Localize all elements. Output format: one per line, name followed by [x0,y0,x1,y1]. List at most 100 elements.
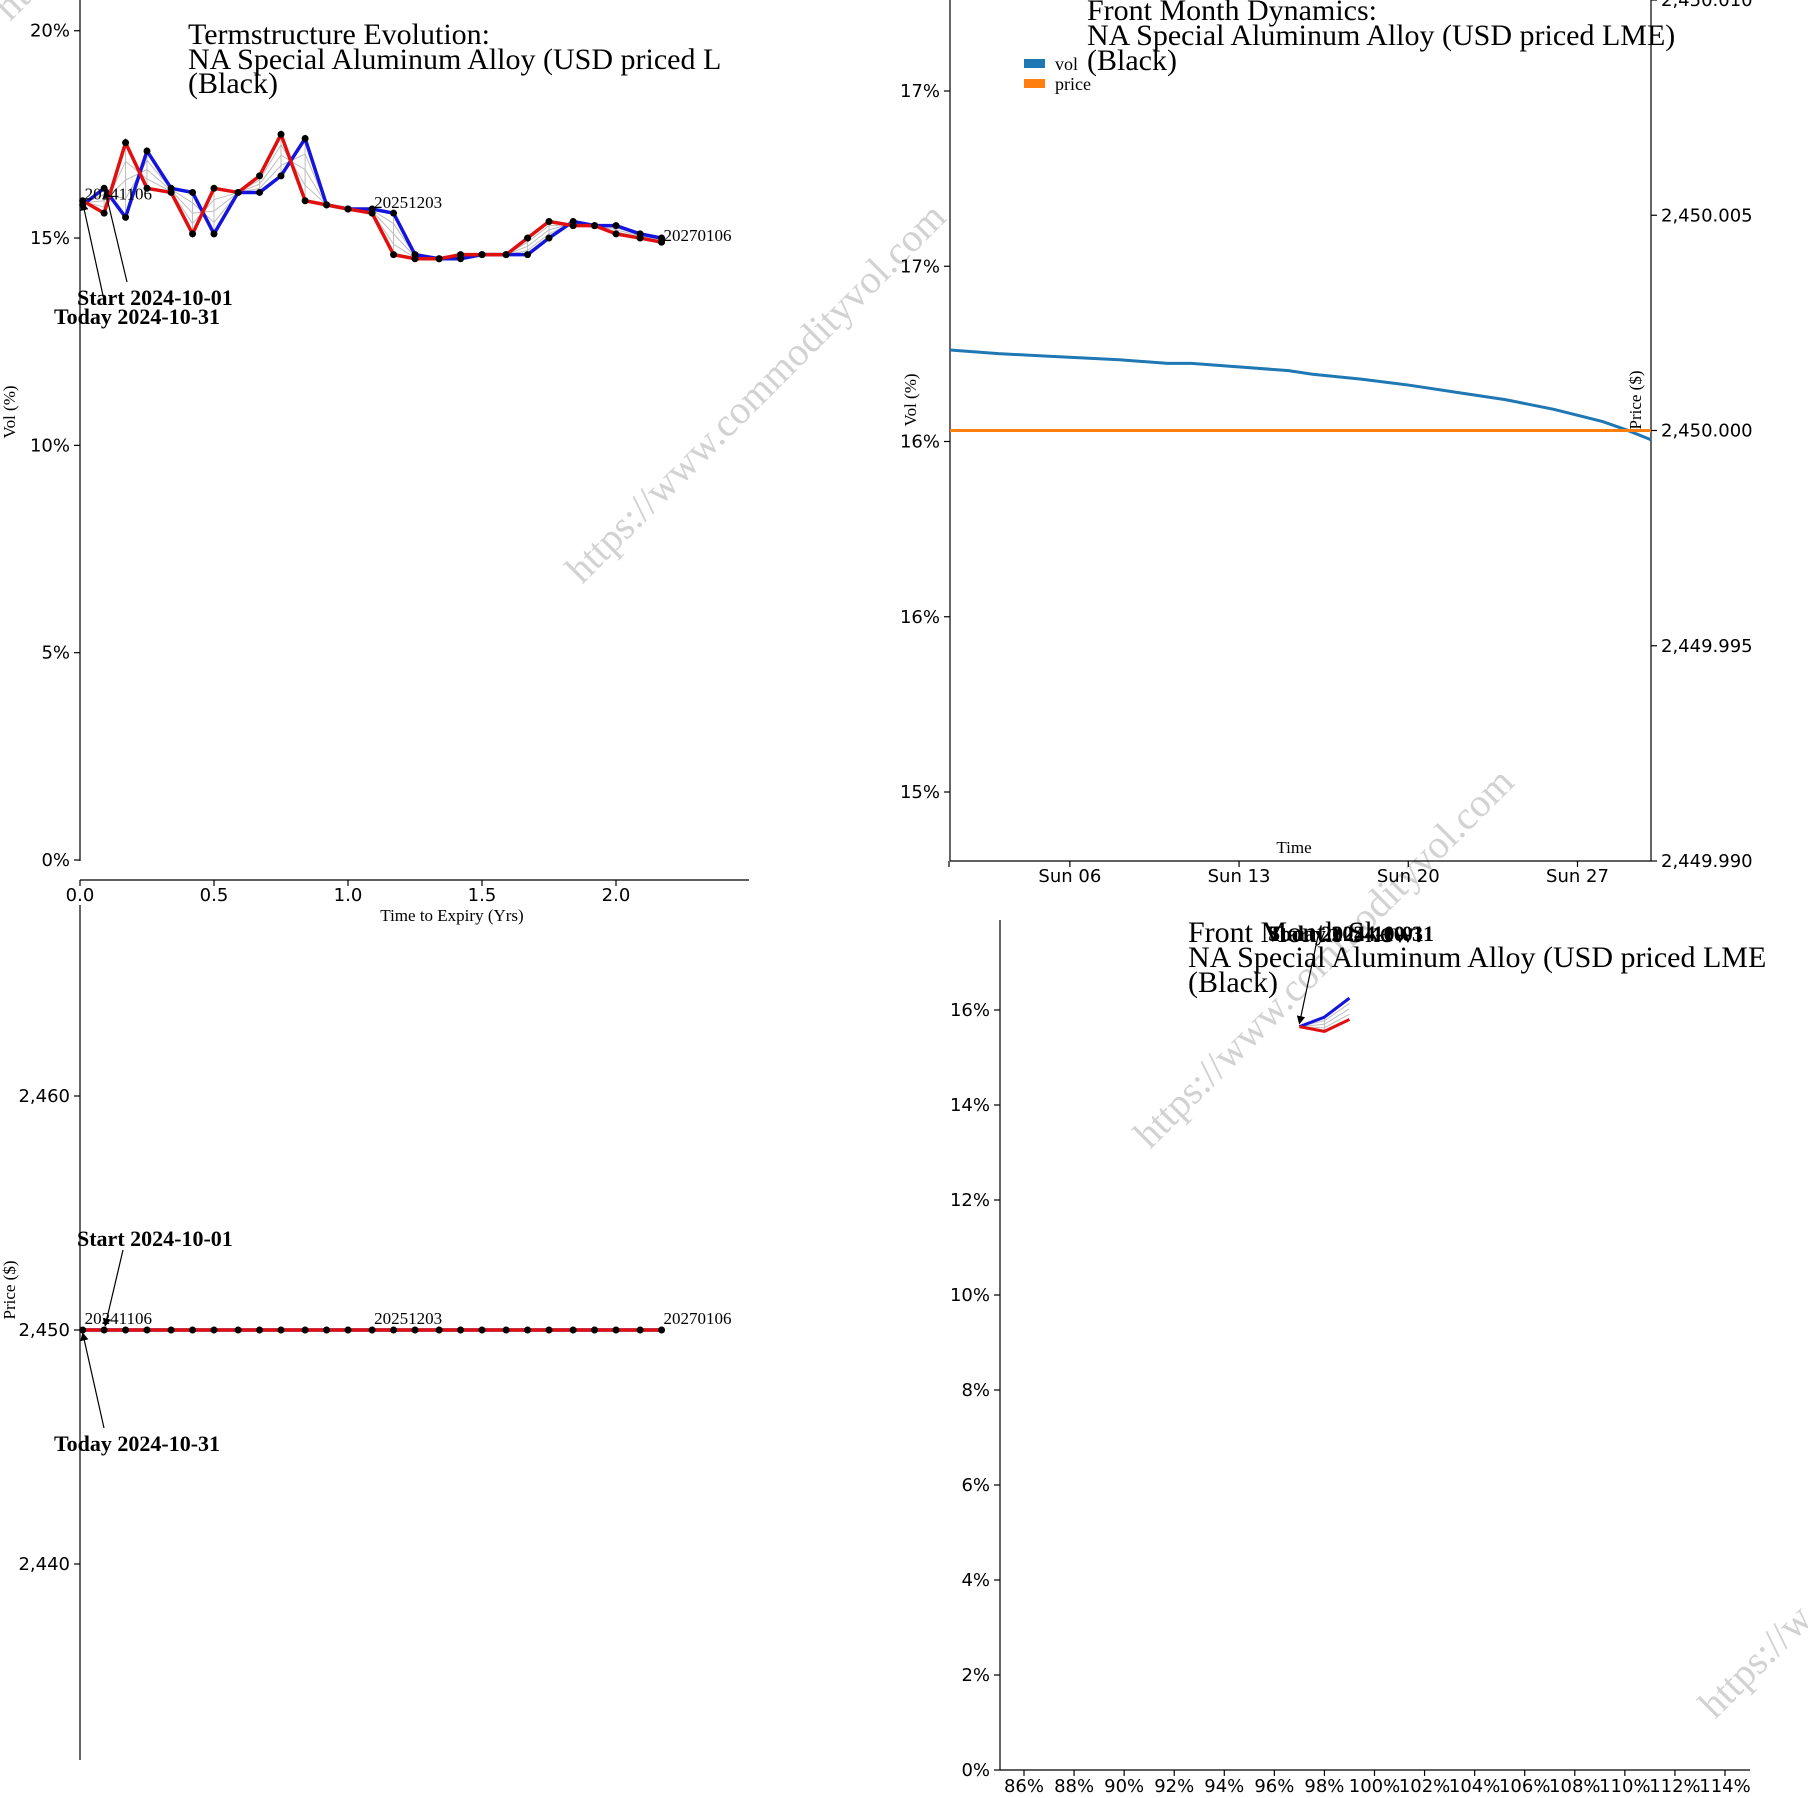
termstructure-today-point [234,188,242,196]
termstructure-today-arrow [80,201,105,301]
skew-xtick-label: 96% [1254,1776,1294,1797]
front-month-ytick-label: 16% [900,432,940,453]
legend-price-swatch [1024,79,1045,88]
front-month-ytick-label: 17% [900,256,940,277]
termstructure-today-annotation: Today 2024-10-31 [54,304,220,329]
watermark-4: https://w [1690,1595,1817,1726]
termstructure-band-line [640,235,662,241]
price-termstructure-point [256,1326,264,1334]
termstructure-today-point [636,234,644,242]
front-month-panel: Front Month Dynamics: NA Special Aluminu… [900,0,1753,887]
termstructure-start-point [189,188,197,196]
termstructure-xtick-label: 1.0 [334,885,363,906]
skew-xtick-label: 100% [1349,1776,1400,1797]
termstructure-ytick-label: 0% [41,850,70,871]
price-termstructure-point-label: 20270106 [664,1309,732,1328]
price-termstructure-point [435,1326,443,1334]
termstructure-today-point [411,255,419,263]
price-termstructure-point [612,1326,620,1334]
termstructure-today-point [612,230,620,238]
front-month-vol-line [949,348,1652,442]
price-termstructure-point [344,1326,352,1334]
termstructure-start-point [277,172,285,180]
price-termstructure-point-label: 20251203 [374,1309,442,1328]
termstructure-today-point [344,205,352,213]
price-termstructure-point [79,1326,87,1334]
termstructure-point-label: 20270106 [664,226,732,245]
front-month-title-2: NA Special Aluminum Alloy (USD priced LM… [1087,19,1675,52]
price-termstructure-point [478,1326,486,1334]
skew-today-label: Today 2024-10-31 [1268,921,1434,946]
price-termstructure-point [234,1326,242,1334]
skew-xtick-label: 108% [1549,1776,1600,1797]
termstructure-today-series [81,130,662,261]
termstructure-band-line [259,154,282,185]
termstructure-xtick-label: 0.5 [200,885,229,906]
price-termstructure-point [368,1326,376,1334]
termstructure-start-point [545,234,553,242]
front-month-xtick-label: Sun 06 [1038,866,1101,887]
front-month-ytick-label: 15% [900,782,940,803]
skew-title-3: (Black) [1188,966,1278,999]
termstructure-band-line [125,169,148,181]
skew-ytick-label: 8% [961,1380,990,1401]
front-month-xtick-label: Sun 13 [1208,866,1271,887]
price-termstructure-point [210,1326,218,1334]
skew-start-series [1298,996,1351,1029]
termstructure-today-point [545,217,553,225]
skew-band-line [1324,1008,1350,1025]
legend-vol-label: vol [1055,54,1078,74]
termstructure-title-3: (Black) [188,67,278,100]
skew-xtick-label: 102% [1399,1776,1450,1797]
skew-xtick-label: 94% [1204,1776,1244,1797]
termstructure-title-2: NA Special Aluminum Alloy (USD priced L [188,43,721,76]
skew-start-label: Start 2024-10-01 [1268,921,1424,946]
skew-xtick-label: 112% [1649,1776,1700,1797]
termstructure-start-series [81,134,662,261]
front-month-ytick-label: 16% [900,607,940,628]
termstructure-today-point [277,130,285,138]
price-termstructure-point [167,1326,175,1334]
termstructure-band-line [527,225,550,243]
termstructure-start-point [210,230,218,238]
skew-ytick-label: 4% [961,1570,990,1591]
front-month-ytick-right-label: 2,450.010 [1661,0,1753,11]
skew-ytick-label: 2% [961,1665,990,1686]
termstructure-band-line [259,165,282,189]
skew-ytick-label: 14% [950,1095,990,1116]
termstructure-start-point [612,222,620,230]
termstructure-start-point [143,147,151,155]
termstructure-start-point [301,135,309,143]
legend-price-label: price [1055,74,1091,94]
skew-band [1299,1003,1350,1032]
termstructure-today-point [569,222,577,230]
skew-xtick-label: 92% [1154,1776,1194,1797]
skew-xtick-label: 114% [1699,1776,1750,1797]
skew-band-line [1324,1013,1350,1029]
termstructure-today-point [390,251,398,259]
termstructure-today-point [524,234,532,242]
termstructure-band-line [371,210,394,235]
termstructure-band-line [170,188,193,204]
price-termstructure-today-annotation: Today 2024-10-31 [54,1431,220,1456]
termstructure-today-point [167,188,175,196]
termstructure-xlabel: Time to Expiry (Yrs) [380,906,523,925]
termstructure-band-line [213,192,239,212]
price-termstructure-point [636,1326,644,1334]
skew-ytick-label: 12% [950,1190,990,1211]
price-termstructure-point [390,1326,398,1334]
front-month-ylabel: Vol (%) [901,373,920,426]
skew-xtick-label: 106% [1499,1776,1550,1797]
front-month-title-3: (Black) [1087,44,1177,77]
termstructure-band-line [371,209,394,224]
termstructure-xtick-label: 2.0 [602,885,631,906]
termstructure-ylabel: Vol (%) [0,385,19,438]
termstructure-today-point [189,230,197,238]
termstructure-band-line [304,184,327,206]
termstructure-band-line [213,191,239,201]
termstructure-start-point [256,188,264,196]
skew-xtick-label: 86% [1004,1776,1044,1797]
termstructure-today-point [256,172,264,180]
termstructure-ytick-label: 10% [30,435,70,456]
skew-ytick-label: 0% [961,1760,990,1781]
